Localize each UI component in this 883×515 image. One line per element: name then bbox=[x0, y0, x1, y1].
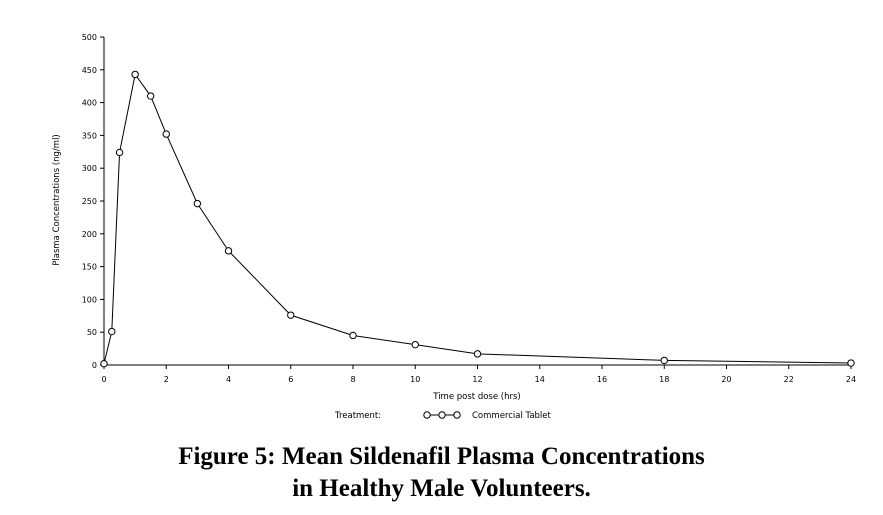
y-tick-label: 350 bbox=[82, 131, 97, 140]
y-tick-label: 450 bbox=[82, 66, 97, 75]
x-tick-label: 0 bbox=[101, 375, 106, 384]
data-point bbox=[146, 92, 155, 100]
data-point bbox=[473, 350, 482, 358]
x-tick-label: 8 bbox=[350, 375, 355, 384]
x-tick-label: 22 bbox=[784, 375, 794, 384]
x-tick-label: 6 bbox=[288, 375, 293, 384]
series-group bbox=[100, 70, 855, 368]
legend: Treatment: Commercial Tablet bbox=[334, 411, 552, 421]
x-tick-label: 14 bbox=[535, 375, 545, 384]
x-axis-ticks: 0 2 4 6 8 10 12 14 16 18 20 22 24 bbox=[101, 365, 856, 384]
legend-marker-point bbox=[453, 411, 461, 419]
y-tick-label: 100 bbox=[82, 295, 97, 304]
y-tick-label: 0 bbox=[92, 361, 97, 370]
x-tick-label: 10 bbox=[410, 375, 420, 384]
legend-marker-point bbox=[438, 411, 446, 419]
figure-caption-line-2: in Healthy Male Volunteers. bbox=[292, 475, 591, 502]
data-point bbox=[108, 327, 116, 336]
data-point bbox=[100, 359, 108, 368]
x-tick-label: 2 bbox=[164, 375, 169, 384]
x-tick-label: 16 bbox=[597, 375, 607, 384]
figure-caption-line-1: Figure 5: Mean Sildenafil Plasma Concent… bbox=[178, 443, 705, 470]
data-point bbox=[660, 356, 668, 365]
data-point bbox=[224, 247, 233, 255]
data-point bbox=[193, 199, 202, 208]
data-point bbox=[349, 331, 357, 340]
data-point bbox=[287, 311, 295, 319]
data-point bbox=[115, 148, 124, 157]
axes bbox=[100, 37, 851, 369]
x-tick-label: 24 bbox=[846, 375, 856, 384]
y-axis-ticks: 0 50 100 150 200 250 300 350 400 450 500 bbox=[82, 33, 104, 370]
x-tick-label: 18 bbox=[659, 375, 669, 384]
legend-marker-point bbox=[423, 411, 431, 419]
y-tick-label: 500 bbox=[82, 33, 97, 42]
legend-title: Treatment: bbox=[334, 411, 381, 421]
legend-marker bbox=[423, 411, 461, 419]
data-point bbox=[411, 340, 419, 349]
y-tick-label: 300 bbox=[82, 164, 97, 173]
y-axis-label: Plasma Concentrations (ng/ml) bbox=[52, 134, 62, 266]
data-point bbox=[162, 130, 170, 138]
y-tick-label: 400 bbox=[82, 99, 97, 108]
y-tick-label: 250 bbox=[82, 197, 97, 206]
legend-series-name: Commercial Tablet bbox=[472, 411, 552, 421]
y-tick-label: 50 bbox=[87, 328, 97, 337]
x-tick-label: 20 bbox=[721, 375, 731, 384]
data-point bbox=[131, 70, 139, 79]
x-axis-label: Time post dose (hrs) bbox=[432, 392, 520, 402]
x-tick-label: 12 bbox=[472, 375, 482, 384]
series-line bbox=[103, 73, 852, 364]
y-tick-label: 200 bbox=[82, 230, 97, 239]
data-point bbox=[847, 359, 855, 367]
y-tick-label: 150 bbox=[82, 263, 97, 272]
x-tick-label: 4 bbox=[226, 375, 231, 384]
